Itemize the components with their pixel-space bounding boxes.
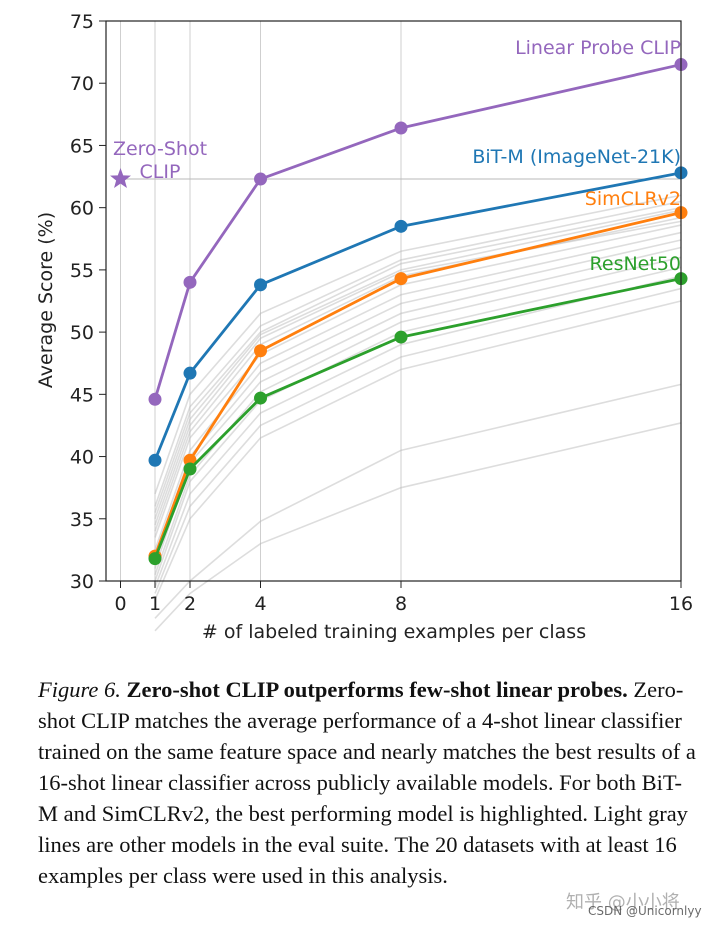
zhihu-watermark: 知乎 @小小将 <box>566 892 680 913</box>
gray-model-lines <box>154 194 682 632</box>
series-point <box>394 219 408 233</box>
y-tick-label: 60 <box>70 198 94 220</box>
zero-shot-star-marker <box>110 168 131 188</box>
gray-model-line <box>154 300 682 600</box>
gray-model-line <box>154 239 682 557</box>
y-tick-label: 45 <box>70 384 94 406</box>
series-point <box>148 552 162 566</box>
x-tick-label: 2 <box>184 593 196 615</box>
figure-caption: Figure 6. Zero-shot CLIP outperforms few… <box>38 674 698 891</box>
y-tick-label: 75 <box>70 11 94 33</box>
gray-model-line <box>154 209 682 520</box>
series-point <box>254 278 267 292</box>
series-point <box>254 344 267 358</box>
csdn-watermark: CSDN @Unicornlyy <box>588 904 702 918</box>
series-labels: Linear Probe CLIP BiT-M (ImageNet-21K) S… <box>113 37 681 275</box>
gray-model-line <box>154 256 682 576</box>
few-shot-line-chart: 0 1 2 4 8 16 30 35 40 45 50 55 60 65 70 75 Linear Probe… <box>35 11 693 643</box>
gray-model-line <box>154 231 682 551</box>
highlighted-series <box>110 58 688 566</box>
series-point <box>183 462 197 476</box>
axes: 0 1 2 4 8 16 30 35 40 45 50 55 60 65 70 75 <box>70 11 693 615</box>
series-point <box>394 121 408 135</box>
series-point <box>183 366 197 380</box>
series-point <box>394 272 408 286</box>
zero-shot-label-line1: Zero-Shot <box>113 138 207 160</box>
x-tick-label: 8 <box>395 593 407 615</box>
gray-model-line <box>154 206 682 513</box>
gray-model-line <box>154 287 682 594</box>
series-point <box>148 453 162 467</box>
series-label-simclrv2: SimCLRv2 <box>585 188 681 210</box>
y-tick-label: 50 <box>70 322 94 344</box>
y-tick-label: 30 <box>70 571 94 593</box>
y-tick-label: 35 <box>70 509 94 531</box>
grid <box>120 21 682 581</box>
gray-model-line <box>154 194 682 495</box>
plot-frame <box>105 20 682 582</box>
y-tick-label: 55 <box>70 260 94 282</box>
series-label-linear-probe-clip: Linear Probe CLIP <box>515 37 681 59</box>
gray-model-line <box>154 200 682 507</box>
x-axis-label: # of labeled training examples per class <box>202 621 586 643</box>
series-point <box>254 172 267 186</box>
gray-model-line <box>154 275 682 588</box>
x-tick-label: 0 <box>114 593 126 615</box>
x-tick-label: 16 <box>669 593 693 615</box>
series-label-bit-m: BiT-M (ImageNet-21K) <box>472 146 681 168</box>
y-axis-label: Average Score (%) <box>35 212 57 388</box>
gray-model-line <box>154 383 682 619</box>
y-tick-label: 70 <box>70 73 94 95</box>
figure-number: Figure 6. <box>38 677 121 702</box>
y-tick-label: 65 <box>70 135 94 157</box>
series-point <box>183 275 197 289</box>
figure-title: Zero-shot CLIP outperforms few-shot line… <box>126 677 628 702</box>
zero-shot-label-line2: CLIP <box>140 161 181 183</box>
x-tick-label: 1 <box>149 593 161 615</box>
series-label-resnet50: ResNet50 <box>590 253 681 275</box>
series-point <box>254 391 267 405</box>
series-point <box>148 392 162 406</box>
series-point <box>394 330 408 344</box>
gray-model-line <box>154 422 682 632</box>
y-tick-label: 40 <box>70 447 94 469</box>
x-tick-label: 4 <box>254 593 266 615</box>
figure-caption-body: Zero-shot CLIP matches the average perfo… <box>38 677 696 888</box>
